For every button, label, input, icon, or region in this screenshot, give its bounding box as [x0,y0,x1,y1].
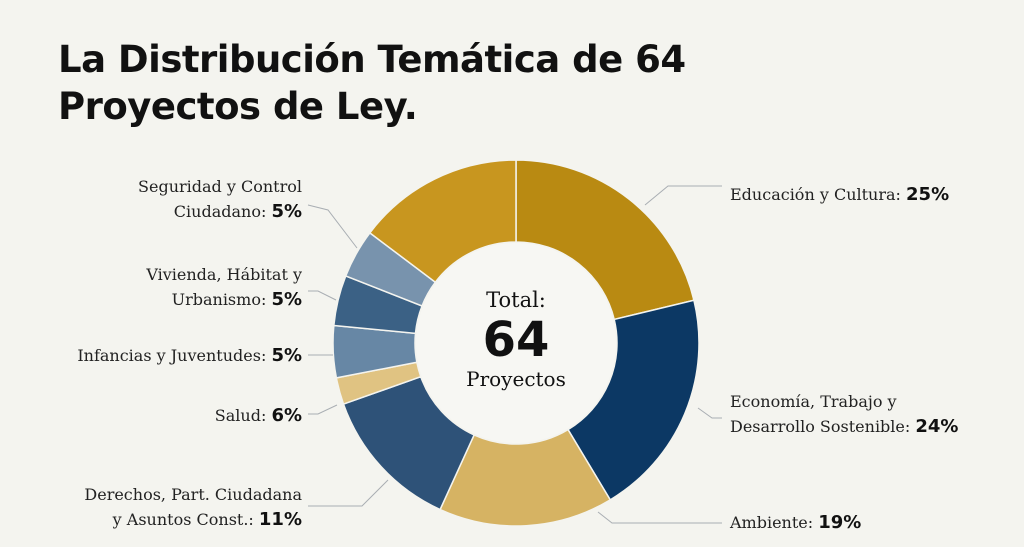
label-text: Infancias y Juventudes: [77,346,267,365]
label-pct: 5% [271,345,302,366]
leader-line-ambiente [597,511,722,524]
label-educacion: Educación y Cultura: 25% [730,182,949,207]
label-text: Salud: [214,406,267,425]
label-pct: 6% [271,405,302,426]
label-salud: Salud: 6% [215,403,302,428]
label-pct: 19% [818,512,862,533]
leader-line-seguridad [307,204,358,249]
center-value: 64 [482,312,550,368]
label-text: Educación y Cultura: [730,185,901,204]
leader-line-educacion [644,185,722,206]
label-text: Ambiente: [730,513,814,532]
label-pct: 24% [915,416,959,437]
label-text: Economía, Trabajo y [730,392,897,411]
leader-line-salud [308,404,338,415]
center-label: Total: [486,288,546,312]
label-pct: 11% [258,509,302,530]
label-derechos: Derechos, Part. Ciudadana y Asuntos Cons… [84,482,302,532]
slice-educacion [515,159,695,321]
title-line-1: La Distribución Temática de 64 [58,38,686,81]
label-text: Urbanismo: [171,290,267,309]
label-seguridad: Seguridad y Control Ciudadano: 5% [138,174,302,224]
label-ambiente: Ambiente: 19% [730,510,861,535]
leader-line-economia [697,407,722,419]
label-economia: Economía, Trabajo y Desarrollo Sostenibl… [730,389,958,439]
leader-line-vivienda [308,290,337,301]
chart-title: La Distribución Temática de 64 Proyectos… [58,36,686,130]
center-unit: Proyectos [466,367,566,391]
label-vivienda: Vivienda, Hábitat y Urbanismo: 5% [146,262,302,312]
label-text: y Asuntos Const.: [112,510,254,529]
leader-line-derechos [308,479,389,507]
label-text: Vivienda, Hábitat y [146,265,302,284]
label-text: Ciudadano: [173,202,267,221]
center-total: Total: 64 Proyectos [416,286,616,392]
title-line-2: Proyectos de Ley. [58,85,418,128]
label-pct: 25% [906,184,950,205]
label-pct: 5% [271,201,302,222]
label-text: Derechos, Part. Ciudadana [84,485,302,504]
donut-hole [416,243,616,443]
label-pct: 5% [271,289,302,310]
slice-unlabeled [368,159,517,284]
label-text: Desarrollo Sostenible: [730,417,911,436]
label-infancias: Infancias y Juventudes: 5% [77,343,302,368]
label-text: Seguridad y Control [138,177,302,196]
slice-economia [566,299,700,501]
